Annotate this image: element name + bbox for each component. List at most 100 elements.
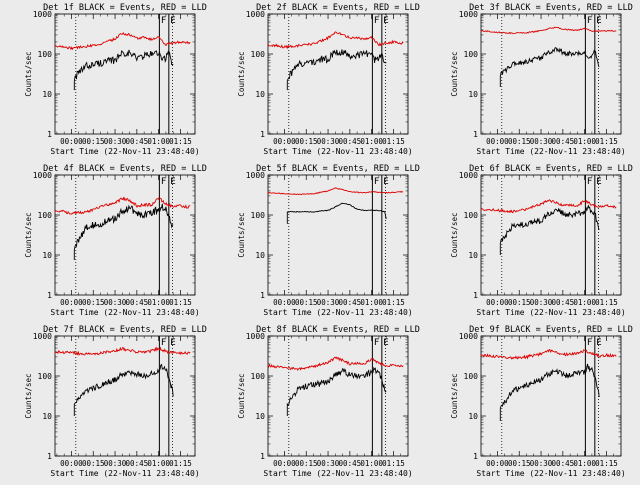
y-tick-label: 100 — [464, 372, 479, 381]
x-tick-label: 01:00 — [147, 137, 170, 146]
chart-panel-7: Det 7f BLACK = Events, RED = LLD 1 10 100 10… — [24, 325, 207, 478]
chart-title: Det 7f BLACK = Events, RED = LLD — [43, 325, 207, 335]
x-tick-label: 00:30 — [530, 298, 553, 307]
plot-frame — [267, 174, 409, 296]
x-axis-label: Start Time (22-Nov-11 23:48:40) — [50, 147, 199, 156]
y-tick-label: 100 — [464, 50, 479, 59]
y-tick-label: 100 — [251, 50, 266, 59]
marker-label-e: E — [596, 177, 601, 187]
y-tick-label: 10 — [255, 412, 265, 421]
plot-frame — [267, 13, 409, 135]
marker-label-f: F — [161, 177, 166, 187]
y-tick-label: 1000 — [459, 171, 478, 180]
y-tick-label: 1 — [47, 452, 52, 461]
events-series-line — [286, 202, 387, 224]
marker-label-e: E — [170, 16, 175, 26]
x-tick-label: 01:00 — [360, 298, 383, 307]
x-tick-label: 01:15 — [595, 459, 618, 468]
events-series-line — [286, 366, 387, 416]
y-tick-label: 1000 — [246, 171, 265, 180]
lld-series-line — [54, 346, 191, 356]
lld-series-line — [267, 31, 404, 50]
y-tick-label: 10 — [42, 251, 52, 260]
x-axis-label: Start Time (22-Nov-11 23:48:40) — [263, 147, 412, 156]
y-tick-label: 100 — [38, 372, 53, 381]
chart-panel-8: Det 8f BLACK = Events, RED = LLD 1 10 100 10… — [237, 325, 420, 478]
x-axis-label: Start Time (22-Nov-11 23:48:40) — [263, 308, 412, 317]
y-tick-label: 1 — [473, 291, 478, 300]
x-tick-label: 00:45 — [126, 459, 149, 468]
x-tick-label: 01:15 — [382, 137, 405, 146]
y-tick-label: 10 — [468, 90, 478, 99]
y-axis-label: Counts/sec — [237, 373, 246, 418]
chart-panel-1: Det 1f BLACK = Events, RED = LLD 1 10 100 10… — [24, 3, 207, 156]
x-tick-label: 00:15 — [295, 298, 318, 307]
x-tick-label: 00:00 — [273, 137, 296, 146]
y-tick-label: 1000 — [459, 332, 478, 341]
x-tick-label: 00:15 — [295, 459, 318, 468]
x-tick-label: 00:15 — [82, 459, 105, 468]
marker-label-e: E — [596, 338, 601, 348]
lld-series-line — [54, 32, 191, 51]
plot-frame — [267, 335, 409, 457]
x-tick-label: 00:45 — [126, 137, 149, 146]
lld-series-line — [480, 348, 617, 360]
x-tick-label: 01:00 — [573, 298, 596, 307]
x-tick-label: 00:30 — [317, 459, 340, 468]
x-tick-label: 01:00 — [360, 459, 383, 468]
x-tick-label: 00:30 — [530, 137, 553, 146]
x-tick-label: 00:15 — [508, 459, 531, 468]
x-tick-label: 00:15 — [295, 137, 318, 146]
events-series-line — [73, 49, 174, 91]
marker-label-e: E — [596, 16, 601, 26]
x-tick-label: 00:30 — [530, 459, 553, 468]
marker-label-e: E — [170, 338, 175, 348]
x-axis-label: Start Time (22-Nov-11 23:48:40) — [50, 469, 199, 478]
x-tick-label: 00:30 — [104, 298, 127, 307]
chart-panel-3: Det 3f BLACK = Events, RED = LLD 1 10 100 10… — [450, 3, 633, 156]
x-axis-label: Start Time (22-Nov-11 23:48:40) — [476, 469, 625, 478]
x-tick-label: 00:15 — [508, 137, 531, 146]
y-axis-label: Counts/sec — [24, 51, 33, 96]
y-tick-label: 100 — [251, 372, 266, 381]
x-tick-label: 00:00 — [60, 298, 83, 307]
x-tick-label: 00:00 — [273, 459, 296, 468]
y-tick-label: 10 — [468, 412, 478, 421]
y-axis-label: Counts/sec — [24, 212, 33, 257]
chart-title: Det 3f BLACK = Events, RED = LLD — [469, 3, 633, 13]
events-series-line — [286, 49, 387, 91]
y-tick-label: 1000 — [246, 332, 265, 341]
x-tick-label: 00:00 — [273, 298, 296, 307]
y-axis-label: Counts/sec — [450, 51, 459, 96]
x-tick-label: 00:45 — [339, 459, 362, 468]
y-tick-label: 1 — [47, 130, 52, 139]
x-tick-label: 01:15 — [595, 137, 618, 146]
chart-title: Det 8f BLACK = Events, RED = LLD — [256, 325, 420, 335]
x-tick-label: 00:00 — [486, 298, 509, 307]
chart-title: Det 9f BLACK = Events, RED = LLD — [469, 325, 633, 335]
y-tick-label: 1 — [260, 291, 265, 300]
x-tick-label: 00:00 — [60, 137, 83, 146]
y-tick-label: 1 — [473, 452, 478, 461]
y-axis-label: Counts/sec — [237, 51, 246, 96]
chart-panel-5: Det 5f BLACK = Events, RED = LLD 1 10 100 10… — [237, 164, 420, 317]
lld-series-line — [480, 199, 617, 214]
y-axis-label: Counts/sec — [237, 212, 246, 257]
chart-panel-6: Det 6f BLACK = Events, RED = LLD 1 10 100 10… — [450, 164, 633, 317]
y-tick-label: 1 — [47, 291, 52, 300]
y-tick-label: 1 — [473, 130, 478, 139]
y-tick-label: 10 — [42, 412, 52, 421]
y-tick-label: 10 — [42, 90, 52, 99]
marker-label-f: F — [587, 338, 592, 348]
chart-panel-4: Det 4f BLACK = Events, RED = LLD 1 10 100 10… — [24, 164, 207, 317]
lld-series-line — [54, 196, 191, 215]
y-tick-label: 1000 — [33, 332, 52, 341]
y-tick-label: 10 — [468, 251, 478, 260]
chart-panel-9: Det 9f BLACK = Events, RED = LLD 1 10 100 10… — [450, 325, 633, 478]
marker-label-e: E — [383, 338, 388, 348]
y-tick-label: 10 — [255, 251, 265, 260]
y-axis-label: Counts/sec — [450, 212, 459, 257]
x-tick-label: 01:15 — [382, 459, 405, 468]
